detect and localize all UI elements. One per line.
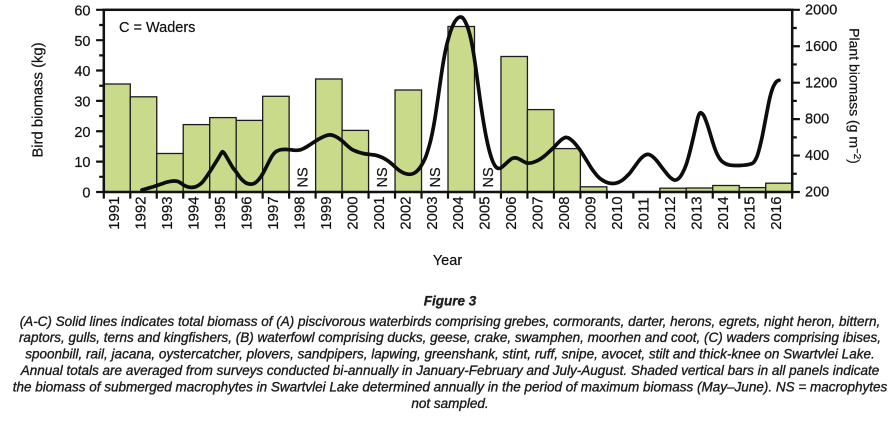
svg-text:1200: 1200 [805,75,837,91]
svg-text:2016: 2016 [768,196,785,229]
svg-text:1995: 1995 [212,196,229,229]
svg-text:Figure 3: Figure 3 [424,294,477,309]
svg-text:Plant biomass (g m−2): Plant biomass (g m−2) [847,28,863,164]
svg-text:(A-C) Solid lines indicates to: (A-C) Solid lines indicates total biomas… [20,314,881,329]
svg-text:1998: 1998 [291,196,308,229]
svg-text:200: 200 [805,185,829,201]
svg-text:30: 30 [74,95,90,111]
svg-text:1600: 1600 [805,39,837,55]
svg-text:2003: 2003 [424,196,441,229]
svg-text:NS: NS [375,167,391,187]
svg-text:not sampled.: not sampled. [411,396,488,411]
svg-text:40: 40 [74,64,90,80]
svg-text:2007: 2007 [530,196,547,229]
svg-text:Year: Year [433,253,462,269]
svg-text:C = Waders: C = Waders [119,20,195,36]
svg-text:spoonbill, rail, jacana, oyste: spoonbill, rail, jacana, oystercatcher, … [25,347,874,362]
svg-text:2013: 2013 [689,196,706,229]
svg-text:20: 20 [74,125,90,141]
svg-text:0: 0 [82,186,90,202]
svg-text:1997: 1997 [265,196,282,229]
svg-text:2009: 2009 [583,196,600,229]
svg-text:Annual totals are averaged fro: Annual totals are averaged from surveys … [20,363,879,378]
svg-text:2000: 2000 [805,2,837,18]
svg-text:2004: 2004 [450,196,467,229]
svg-text:50: 50 [74,34,90,50]
svg-text:raptors, gulls, terns and king: raptors, gulls, terns and kingfishers, (… [19,330,881,345]
svg-text:the biomass of submerged macro: the biomass of submerged macrophytes in … [13,379,888,394]
svg-text:2014: 2014 [715,196,732,229]
svg-text:2011: 2011 [636,198,653,230]
svg-text:1991: 1991 [106,196,123,229]
svg-text:1996: 1996 [238,196,255,229]
svg-text:2005: 2005 [477,196,494,229]
svg-text:2001: 2001 [371,196,388,229]
svg-text:2012: 2012 [662,196,679,229]
svg-text:2015: 2015 [742,196,759,229]
svg-text:60: 60 [74,3,90,19]
svg-text:2006: 2006 [503,196,520,229]
svg-text:NS: NS [481,167,497,187]
svg-text:1999: 1999 [318,196,335,229]
svg-text:2002: 2002 [397,196,414,229]
svg-text:400: 400 [805,148,829,164]
svg-text:10: 10 [74,155,90,171]
svg-text:Bird biomass (kg): Bird biomass (kg) [31,42,47,157]
svg-text:2010: 2010 [609,196,626,229]
svg-text:1994: 1994 [186,196,203,229]
svg-text:2000: 2000 [344,196,361,229]
svg-text:1993: 1993 [159,196,176,229]
svg-text:1992: 1992 [133,196,150,229]
svg-text:2008: 2008 [556,196,573,229]
svg-text:800: 800 [805,112,829,128]
svg-text:NS: NS [296,167,312,187]
svg-text:NS: NS [428,167,444,187]
